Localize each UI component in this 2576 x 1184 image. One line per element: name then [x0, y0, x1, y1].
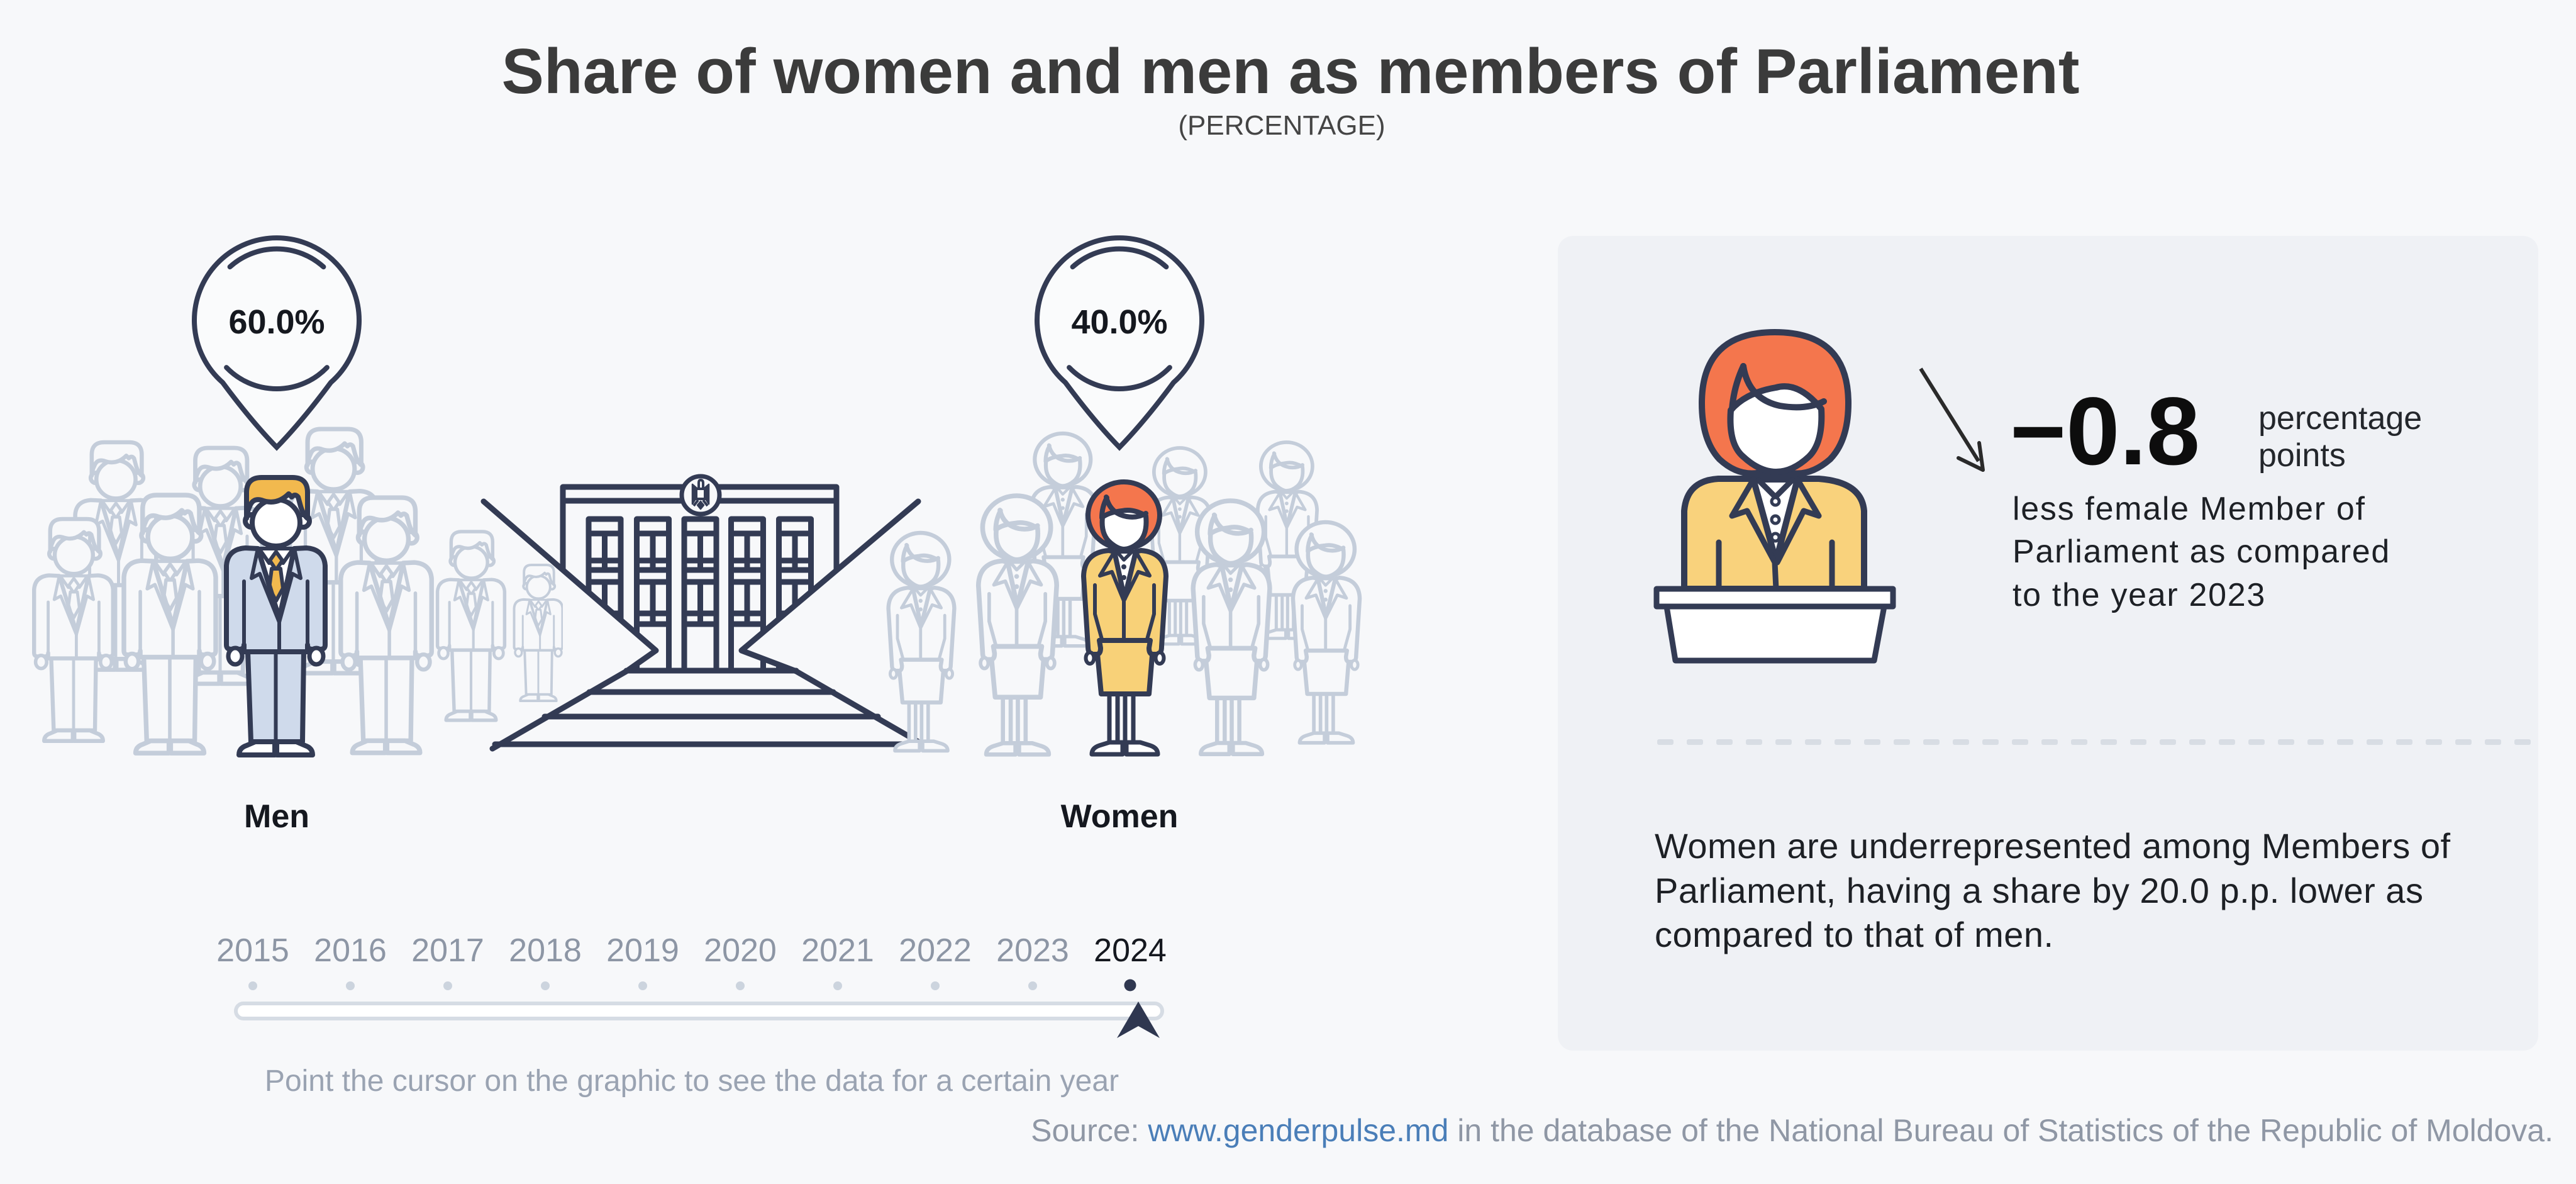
svg-text:−0.8: −0.8: [2010, 377, 2200, 485]
svg-text:compared to that of men.: compared to that of men.: [1655, 915, 2054, 954]
svg-text:points: points: [2258, 437, 2346, 474]
svg-text:Parliament as compared: Parliament as compared: [2012, 533, 2390, 570]
svg-text:Women are underrepresented amo: Women are underrepresented among Members…: [1655, 826, 2451, 866]
svg-text:Point the cursor on the graphi: Point the cursor on the graphic to see t…: [265, 1064, 1119, 1098]
svg-text:2017: 2017: [411, 932, 484, 969]
svg-text:(PERCENTAGE): (PERCENTAGE): [1178, 110, 1385, 141]
svg-text:Share of women and men as memb: Share of women and men as members of Par…: [502, 36, 2080, 107]
svg-text:2015: 2015: [216, 932, 289, 969]
svg-text:2022: 2022: [899, 932, 972, 969]
svg-text:Source: www.genderpulse.md in: Source: www.genderpulse.md in the databa…: [1031, 1113, 2553, 1148]
svg-text:percentage: percentage: [2258, 400, 2422, 437]
svg-text:to the year 2023: to the year 2023: [2012, 577, 2266, 613]
svg-text:2018: 2018: [509, 932, 582, 969]
svg-text:40.0%: 40.0%: [1071, 303, 1167, 341]
svg-text:60.0%: 60.0%: [228, 303, 325, 341]
svg-text:less female Member of: less female Member of: [2012, 491, 2366, 527]
svg-text:2019: 2019: [606, 932, 679, 969]
svg-text:Parliament, having a share by: Parliament, having a share by 20.0 p.p. …: [1655, 871, 2423, 910]
svg-text:2020: 2020: [704, 932, 777, 969]
svg-text:Men: Men: [244, 798, 309, 835]
svg-text:2023: 2023: [996, 932, 1069, 969]
svg-text:2021: 2021: [801, 932, 874, 969]
svg-text:2016: 2016: [314, 932, 387, 969]
svg-text:Women: Women: [1061, 798, 1179, 835]
svg-text:2024: 2024: [1094, 932, 1167, 969]
